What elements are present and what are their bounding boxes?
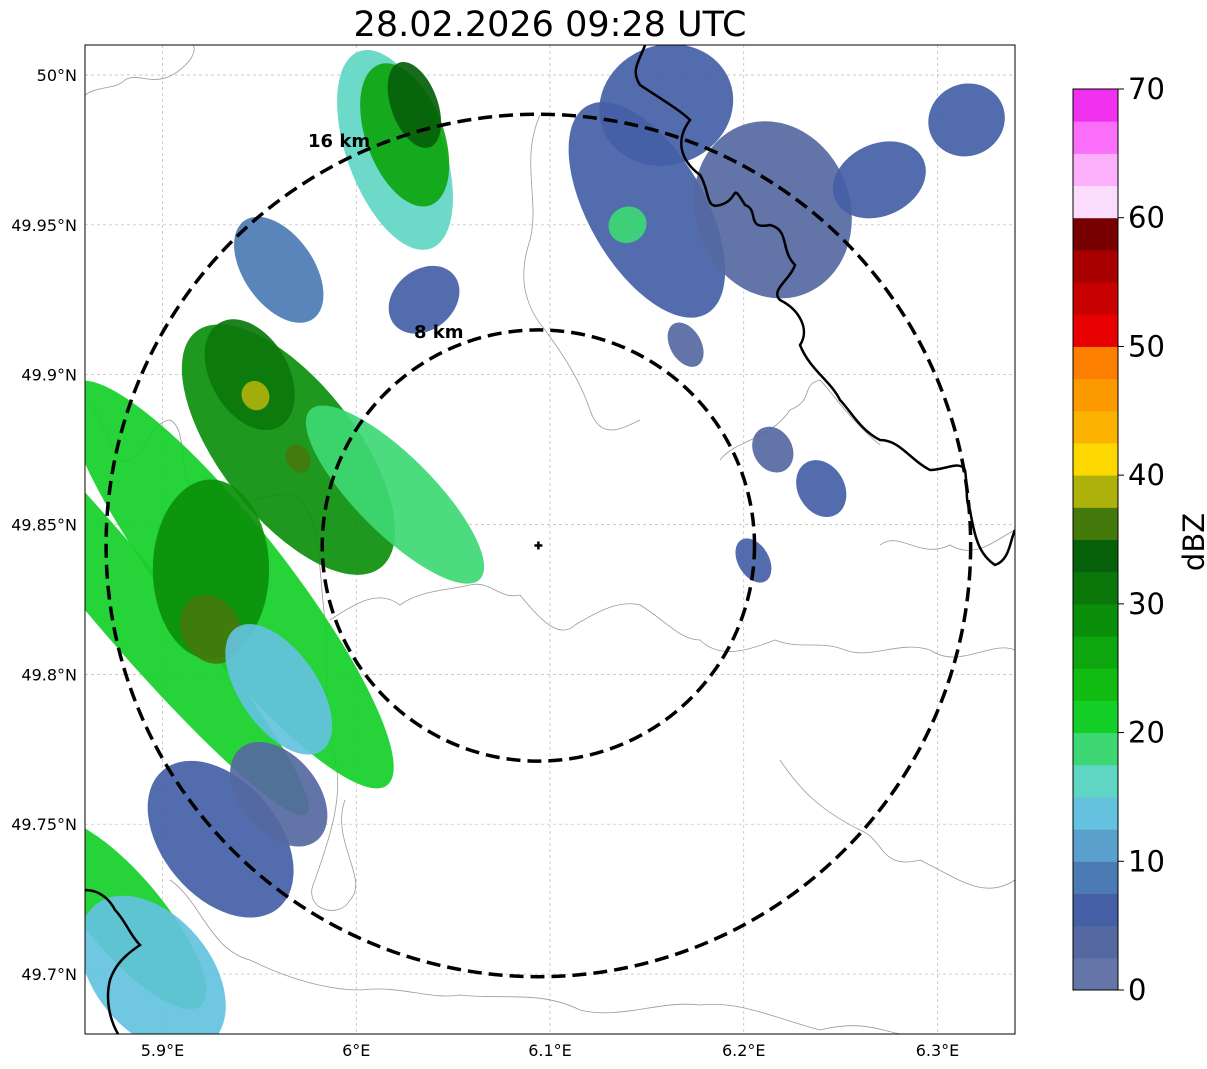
radar-echo [388,265,460,334]
colorbar-block [1073,861,1118,894]
range-ring-label: 16 km [308,131,370,152]
colorbar-block [1073,893,1118,927]
colorbar-tick-label: 30 [1128,587,1165,621]
radar-echo [204,319,295,431]
colorbar-block [1073,700,1118,734]
radar-echo [305,405,485,584]
lat-tick-label: 49.75°N [11,815,77,834]
lon-tick-label: 6.1°E [528,1041,572,1060]
map-title: 28.02.2026 09:28 UTC [353,5,747,45]
admin-boundary-south [329,583,1015,658]
colorbar-block [1073,957,1118,991]
colorbar-block [1073,764,1118,798]
colorbar-tick-label: 70 [1128,72,1165,106]
lon-tick-label: 5.9°E [141,1041,185,1060]
range-ring [104,112,973,979]
map-plot-area: 8 km 16 km [85,45,1015,1034]
colorbar-ticks: 0 10 20 30 40 50 60 70 [1118,72,1165,1007]
radar-echo [85,353,309,816]
radar-echo [796,460,847,517]
radar-echo-layer [85,45,1005,1034]
colorbar-tick-label: 10 [1128,844,1165,878]
radar-echo [241,381,270,411]
border-southwest [85,888,142,1034]
colorbar-block [1073,121,1118,154]
map-frame [84,44,1016,1035]
gridlines [85,45,1015,1034]
colorbar-block [1073,796,1118,830]
admin-boundary-e [879,529,1015,551]
radar-echo [285,444,311,473]
colorbar-block [1073,217,1118,251]
admin-boundary-central [523,114,641,431]
colorbar-block [1073,378,1118,412]
colorbar-block [1073,603,1118,637]
admin-boundary-sw [169,879,901,1034]
colorbar-tick-label: 50 [1128,329,1165,363]
lat-tick-label: 49.7°N [21,965,77,984]
admin-boundary-north [85,45,195,96]
lat-tick-label: 49.9°N [21,366,77,385]
admin-boundaries [85,45,1015,1034]
radar-echo [832,141,926,219]
colorbar-tick-label: 40 [1128,458,1165,492]
colorbar-tick-label: 0 [1128,973,1146,1007]
radar-location-marker [534,541,543,550]
colorbar-block [1073,829,1118,862]
range-rings: 8 km 16 km [104,112,973,979]
colorbar-block [1073,282,1118,315]
colorbar-block [1073,925,1118,959]
radar-echo [667,322,704,367]
colorbar-block [1073,732,1118,766]
colorbar-block [1073,571,1118,605]
radar-echo [693,121,852,299]
radar-echo [735,538,772,583]
range-ring-label: 8 km [414,322,464,343]
colorbar-label: dBZ [1177,513,1207,571]
colorbar-blocks [1073,89,1118,991]
colorbar-tick-label: 60 [1128,201,1165,235]
lat-tick-label: 49.95°N [11,216,77,235]
colorbar-block [1073,89,1118,122]
colorbar-block [1073,346,1118,380]
colorbar-block [1073,249,1118,283]
lat-tick-label: 49.85°N [11,516,77,535]
radar-echo [752,426,794,473]
colorbar-block [1073,668,1118,701]
colorbar-block [1073,314,1118,347]
colorbar-block [1073,507,1118,540]
axis-tick-labels: 5.9°E 6°E 6.1°E 6.2°E 6.3°E 50°N 49.95°N 49.9°N… [11,66,959,1060]
lat-tick-label: 50°N [37,66,77,85]
colorbar-block [1073,153,1118,187]
radar-echo [608,206,647,244]
radar-echo [234,216,324,323]
admin-boundary-east [719,379,881,461]
colorbar-block [1073,442,1118,476]
colorbar-block [1073,410,1118,444]
lat-tick-label: 49.8°N [21,665,77,684]
lon-tick-label: 6.2°E [722,1041,766,1060]
colorbar: 0 10 20 30 40 50 60 70 dBZ [1072,72,1207,1007]
colorbar-block [1073,539,1118,573]
range-ring [320,328,757,763]
colorbar-frame [1072,88,1119,991]
colorbar-tick-label: 20 [1128,716,1165,750]
colorbar-block [1073,185,1118,219]
lon-tick-label: 6.3°E [916,1041,960,1060]
radar-echo [928,83,1005,157]
lon-tick-label: 6°E [342,1041,370,1060]
radar-echo [85,895,226,1034]
radar-echo [387,61,442,148]
radar-echo [568,102,726,318]
colorbar-block [1073,636,1118,669]
radar-echo [225,624,333,755]
radar-echo [230,742,328,847]
colorbar-block [1073,475,1118,508]
radar-echo [599,45,734,166]
admin-boundary-se [779,759,1015,889]
